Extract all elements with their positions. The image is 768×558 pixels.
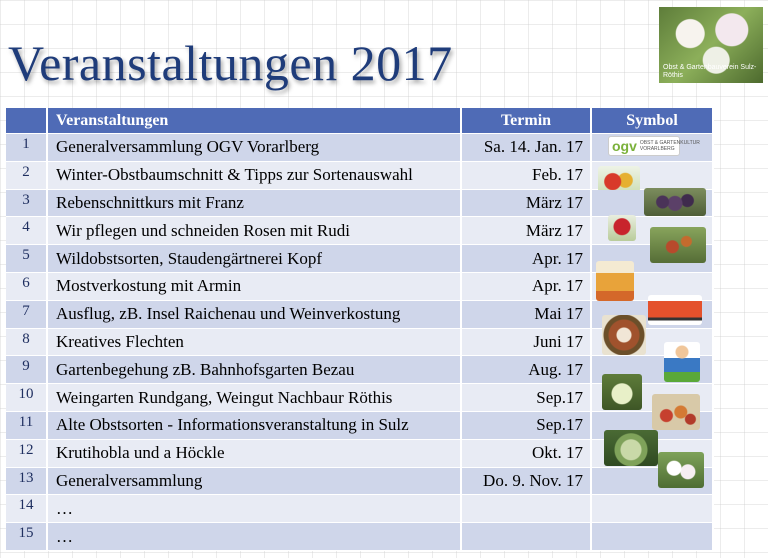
event-date: Aug. 17: [462, 356, 592, 385]
table-row: 7 Ausflug, zB. Insel Raichenau und Weinve…: [6, 294, 714, 329]
event-name: Generalversammlung: [48, 467, 462, 496]
table-row: 6 Mostverkostung mit Armin Apr. 17: [6, 260, 714, 301]
event-date: [462, 523, 592, 551]
event-symbol-cell: ogv OBST & GARTENKULTUR VORARLBERG: [592, 134, 714, 162]
white-grapes-image: [602, 374, 642, 411]
event-symbol-cell: [592, 495, 714, 524]
event-date: Juni 17: [462, 328, 592, 357]
row-number: 15: [6, 523, 48, 551]
event-name: Kreatives Flechten: [48, 328, 462, 357]
row-number: 4: [6, 217, 48, 246]
table-row: 11 Alte Obstsorten - Informationsveransta…: [6, 393, 714, 440]
event-name: Wildobstsorten, Staudengärtnerei Kopf: [48, 245, 462, 273]
grapes-image: [644, 187, 706, 216]
row-number: 2: [6, 161, 48, 190]
event-symbol-cell: [592, 187, 714, 218]
events-table: Veranstaltungen Termin Symbol 1 Generalve…: [6, 108, 714, 551]
ogv-logo: ogv OBST & GARTENKULTUR VORARLBERG: [608, 136, 700, 156]
table-row: 12 Krutihobla und a Höckle Okt. 17: [6, 429, 714, 468]
wreath-image: [602, 314, 646, 355]
logo-text: Obst & Gartenbauverein Sulz-Röthis: [663, 64, 757, 79]
event-date: Apr. 17: [462, 272, 592, 301]
event-symbol-cell: [592, 161, 714, 192]
row-number: 8: [6, 328, 48, 357]
event-date: Feb. 17: [462, 161, 592, 190]
event-date: Apr. 17: [462, 245, 592, 273]
event-date: Sep.17: [462, 411, 592, 440]
row-number: 14: [6, 495, 48, 524]
event-date: Okt. 17: [462, 439, 592, 468]
wild-fruit-image: [650, 227, 706, 264]
header-event: Veranstaltungen: [48, 108, 462, 134]
event-name: Rebenschnittkurs mit Franz: [48, 189, 462, 218]
club-logo-image: Obst & Gartenbauverein Sulz-Röthis: [659, 7, 763, 83]
event-date: [462, 495, 592, 524]
row-number: 7: [6, 300, 48, 329]
row-number: 1: [6, 134, 48, 162]
event-date: März 17: [462, 189, 592, 218]
event-date: Do. 9. Nov. 17: [462, 467, 592, 496]
header-symbol: Symbol: [592, 108, 714, 134]
event-date: Mai 17: [462, 300, 592, 329]
table-row: 14…: [6, 495, 714, 524]
event-name: …: [48, 495, 462, 524]
table-row: 4 Wir pflegen und schneiden Rosen mit Rud…: [6, 215, 714, 246]
table-header-row: Veranstaltungen Termin Symbol: [6, 108, 714, 134]
event-name: …: [48, 523, 462, 551]
cider-image: [596, 260, 634, 301]
row-number: 13: [6, 467, 48, 496]
header-number: [6, 108, 48, 134]
old-apples-image: [652, 393, 700, 430]
row-number: 11: [6, 411, 48, 440]
event-symbol-cell: [592, 227, 714, 273]
event-symbol-cell: [592, 294, 714, 329]
event-name: Wir pflegen und schneiden Rosen mit Rudi: [48, 217, 462, 246]
row-number: 6: [6, 272, 48, 301]
table-row: 1 Generalversammlung OGV Vorarlberg Sa. 14…: [6, 134, 714, 162]
table-row: 15…: [6, 523, 714, 551]
table-row: 10 Weingarten Rundgang, Weingut Nachbaur …: [6, 374, 714, 412]
event-name: Weingarten Rundgang, Weingut Nachbaur Rö…: [48, 384, 462, 412]
event-name: Krutihobla und a Höckle: [48, 439, 462, 468]
row-number: 9: [6, 356, 48, 385]
event-name: Alte Obstsorten - Informationsveranstalt…: [48, 411, 462, 440]
event-name: Winter-Obstbaumschnitt & Tipps zur Sorte…: [48, 161, 462, 190]
event-date: Sep.17: [462, 384, 592, 412]
table-row: 13 Generalversammlung Do. 9. Nov. 17: [6, 451, 714, 496]
header-date: Termin: [462, 108, 592, 134]
row-number: 3: [6, 189, 48, 218]
apples-image: [598, 165, 640, 192]
row-number: 5: [6, 245, 48, 273]
event-symbol-cell: [592, 451, 714, 496]
event-date: März 17: [462, 217, 592, 246]
event-name: Mostverkostung mit Armin: [48, 272, 462, 301]
row-number: 12: [6, 439, 48, 468]
row-number: 10: [6, 384, 48, 412]
gardener-image: [664, 342, 700, 383]
table-row: 8 Kreatives Flechten Juni 17: [6, 314, 714, 357]
blossom-image: [658, 451, 704, 488]
table-row: 2 Winter-Obstbaumschnitt & Tipps zur Sort…: [6, 161, 714, 192]
cabbage-image: [604, 429, 658, 466]
bus-image: [648, 294, 702, 325]
event-date: Sa. 14. Jan. 17: [462, 134, 592, 162]
event-name: Ausflug, zB. Insel Raichenau und Weinver…: [48, 300, 462, 329]
page-title: Veranstaltungen 2017: [8, 35, 453, 91]
event-symbol-cell: [592, 523, 714, 551]
rose-image: [608, 215, 636, 242]
event-name: Generalversammlung OGV Vorarlberg: [48, 134, 462, 162]
table-row: 3 Rebenschnittkurs mit Franz März 17: [6, 187, 714, 218]
event-name: Gartenbegehung zB. Bahnhofsgarten Bezau: [48, 356, 462, 385]
table-row: 5 Wildobstsorten, Staudengärtnerei Kopf Ap…: [6, 227, 714, 273]
